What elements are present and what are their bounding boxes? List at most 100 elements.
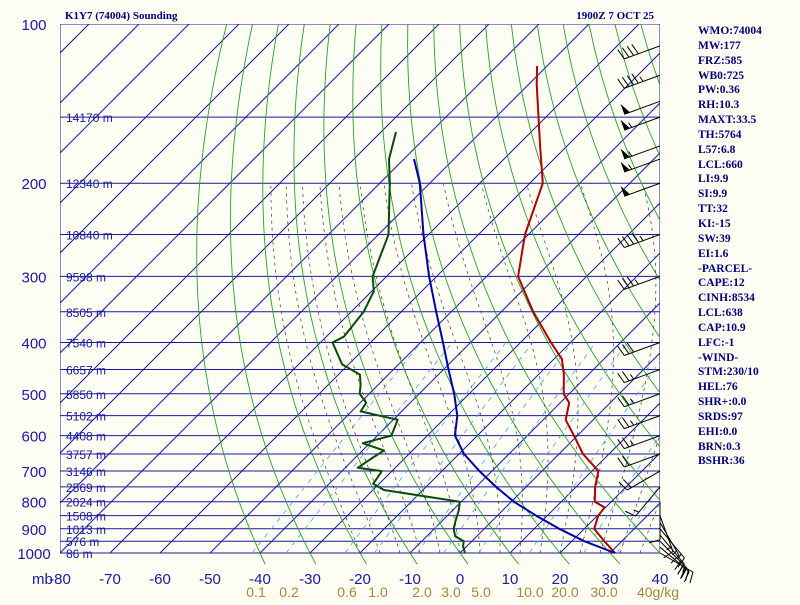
wind-barb-pennant — [621, 162, 630, 172]
mixing-ratio-label: 30.0 — [590, 584, 617, 600]
stat-line: MAXT:33.5 — [698, 113, 798, 128]
stat-line: TH:5764 — [698, 128, 798, 143]
temperature-tick-label: -30 — [299, 571, 321, 588]
wind-barb — [618, 233, 660, 247]
pressure-tick-label: 600 — [21, 429, 46, 446]
stat-line: TT:32 — [698, 202, 798, 217]
mixing-ratio-line — [252, 343, 421, 554]
wind-barb-flag — [690, 572, 693, 583]
stat-line: BSHR:36 — [698, 454, 798, 469]
stat-line: L57:6.8 — [698, 143, 798, 158]
mixing-ratio-line — [417, 343, 571, 554]
dry-adiabat-line — [230, 24, 316, 564]
mixing-ratio-line — [479, 343, 628, 554]
pressure-tick-label: 200 — [21, 176, 46, 193]
chart-title: K1Y7 (74004) Sounding — [65, 10, 178, 22]
stat-line: LI:9.9 — [698, 172, 798, 187]
height-label: 3146 m — [66, 465, 106, 479]
wind-barb-flag — [618, 79, 625, 88]
wind-barb-halfflag — [640, 236, 643, 241]
stat-line: FRZ:585 — [698, 54, 798, 69]
dry-adiabat-line — [197, 24, 266, 564]
wind-barb-flag — [622, 344, 629, 353]
wind-barb-flag — [622, 418, 629, 427]
height-label: 7540 m — [66, 336, 106, 350]
stat-line: MW:177 — [698, 39, 798, 54]
temperature-tick-label: -80 — [49, 571, 71, 588]
wind-barb-staff — [660, 516, 673, 552]
wind-barb — [621, 183, 660, 196]
moist-adiabat-line — [302, 183, 400, 553]
height-label: 576 m — [66, 535, 99, 549]
mixing-ratio-label: 3.0 — [441, 584, 461, 600]
dry-adiabat-line — [353, 24, 519, 564]
wind-barb-flag — [619, 482, 627, 490]
pressure-tick-label: 900 — [21, 522, 46, 539]
mixing-ratio-label: 0.6 — [337, 584, 357, 600]
height-label: 6657 m — [66, 364, 106, 378]
wind-barb-flag — [684, 572, 689, 582]
moist-adiabat-line — [526, 183, 578, 553]
pressure-tick-label: 400 — [21, 335, 46, 352]
wind-barb-flag — [632, 44, 639, 53]
parcel-trace — [414, 159, 615, 553]
pressure-tick-label: 700 — [21, 464, 46, 481]
wind-barb-halfflag — [629, 165, 632, 170]
stat-line: PW:0.36 — [698, 83, 798, 98]
mixing-ratio-line — [286, 343, 452, 554]
wind-barb — [618, 74, 660, 88]
dry-adiabat-line — [408, 24, 620, 564]
stat-line: LCL:660 — [698, 158, 798, 173]
wind-barb — [618, 370, 660, 383]
height-label: 1013 m — [66, 523, 106, 537]
mixing-ratio-label: 0.1 — [246, 584, 266, 600]
height-label: 1508 m — [66, 510, 106, 524]
mixing-ratio-label: 5.0 — [471, 584, 491, 600]
stat-line: -PARCEL- — [698, 262, 798, 277]
stat-line: BRN:0.3 — [698, 440, 798, 455]
mixing-ratio-line — [374, 343, 532, 554]
stat-line: CINH:8534 — [698, 291, 798, 306]
mixing-ratio-label: 40g/kg — [637, 584, 679, 600]
height-label: 9598 m — [66, 270, 106, 284]
wind-barb-pennant — [621, 104, 630, 114]
pressure-tick-label: 300 — [21, 269, 46, 286]
moist-adiabat-line — [320, 183, 420, 553]
moist-adiabat-line — [481, 183, 548, 553]
stat-line: STM:230/10 — [698, 365, 798, 380]
wind-barb-flag — [622, 396, 629, 405]
wind-barb-flag — [618, 458, 625, 467]
stat-line: HEL:76 — [698, 380, 798, 395]
wind-barb-staff — [624, 235, 660, 248]
stat-line: SRDS:97 — [698, 410, 798, 425]
wind-barb-halfflag — [629, 123, 632, 128]
wind-barb-staff — [624, 454, 660, 467]
stat-line: RH:10.3 — [698, 98, 798, 113]
wind-barb-flag — [622, 438, 629, 447]
height-label: 5850 m — [66, 388, 106, 402]
wind-barb — [618, 276, 660, 289]
wind-barb-halfflag — [630, 374, 633, 379]
mixing-ratio-label: 0.2 — [279, 584, 299, 600]
stat-line: SW:39 — [698, 232, 798, 247]
wind-barb — [621, 117, 660, 130]
wind-barb-staff — [624, 416, 660, 429]
wind-barb-flag — [622, 372, 629, 381]
stat-line: CAP:10.9 — [698, 321, 798, 336]
stat-line: WMO:74004 — [698, 24, 798, 39]
wind-barb-flag — [618, 50, 625, 59]
moist-adiabat-line — [580, 183, 614, 553]
stat-line: LCL:638 — [698, 306, 798, 321]
height-label: 12340 m — [66, 177, 113, 191]
temperature-tick-label: -60 — [149, 571, 171, 588]
height-label: 8505 m — [66, 306, 106, 320]
mixing-ratio-label: 20.0 — [551, 584, 578, 600]
wind-barb — [618, 454, 660, 467]
wind-barb-staff — [624, 46, 660, 59]
chart-timestamp: 1900Z 7 OCT 25 — [576, 10, 654, 22]
pressure-tick-label: 1000 — [17, 546, 50, 563]
wind-barb — [618, 436, 660, 449]
moist-adiabat-line — [620, 183, 707, 553]
wind-barb-flag — [627, 46, 634, 55]
